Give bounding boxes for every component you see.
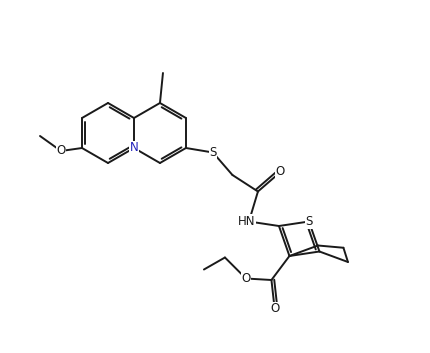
Text: N: N xyxy=(129,142,138,155)
Text: O: O xyxy=(275,166,284,179)
Text: S: S xyxy=(209,146,216,159)
Text: O: O xyxy=(241,272,250,285)
Text: O: O xyxy=(56,144,65,157)
Text: S: S xyxy=(304,215,312,228)
Text: O: O xyxy=(270,303,280,316)
Text: HN: HN xyxy=(238,215,255,228)
